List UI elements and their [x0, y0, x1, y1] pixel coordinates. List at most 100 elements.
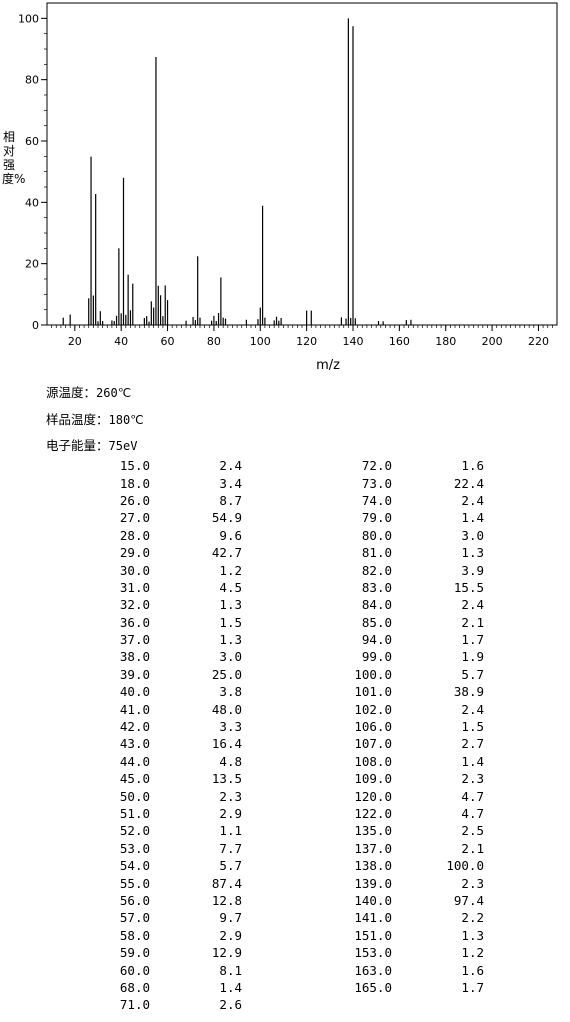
peak-mz: 79.0 — [361, 510, 392, 526]
peak-intensity: 2.4 — [461, 597, 484, 613]
peak-mz: 42.0 — [119, 719, 150, 735]
peak-mz: 71.0 — [119, 997, 150, 1013]
peak-intensity: 2.2 — [461, 910, 484, 926]
x-tick-label: 60 — [161, 335, 175, 348]
peak-mz: 99.0 — [361, 649, 392, 665]
electron-energy-label: 电子能量： — [46, 438, 109, 453]
peak-mz: 52.0 — [119, 823, 150, 839]
peak-intensity: 3.0 — [219, 649, 242, 665]
sample-temperature: 样品温度：180℃ — [46, 409, 144, 428]
x-tick-label: 20 — [68, 335, 82, 348]
peak-row: 109.0 2.3 — [350, 770, 484, 787]
peak-table-right: 72.0 1.6 73.0 22.4 74.0 2.4 79.0 1.4 80.0 3.0 81.0… — [350, 457, 484, 996]
peak-intensity: 1.4 — [461, 510, 484, 526]
peak-intensity: 1.4 — [219, 979, 242, 995]
peak-row: 57.0 9.7 — [110, 909, 242, 926]
peak-row: 85.0 2.1 — [350, 614, 484, 631]
x-tick-label: 160 — [389, 335, 410, 348]
peak-intensity: 4.8 — [219, 753, 242, 769]
peak-mz: 139.0 — [354, 875, 392, 891]
peak-row: 44.0 4.8 — [110, 753, 242, 770]
peak-intensity: 1.1 — [219, 823, 242, 839]
peak-row: 137.0 2.1 — [350, 840, 484, 857]
peak-mz: 18.0 — [119, 475, 150, 491]
peak-intensity: 22.4 — [453, 475, 484, 491]
peak-intensity: 4.5 — [219, 579, 242, 595]
peak-mz: 82.0 — [361, 562, 392, 578]
peak-row: 41.0 48.0 — [110, 700, 242, 717]
peak-mz: 138.0 — [354, 858, 392, 874]
peak-mz: 59.0 — [119, 945, 150, 961]
peak-mz: 100.0 — [354, 666, 392, 682]
peak-intensity: 1.3 — [461, 927, 484, 943]
peak-row: 71.0 2.6 — [110, 996, 242, 1013]
peak-row: 38.0 3.0 — [110, 648, 242, 665]
peak-row: 51.0 2.9 — [110, 805, 242, 822]
peak-row: 50.0 2.3 — [110, 787, 242, 804]
peak-intensity: 12.8 — [211, 892, 242, 908]
peak-mz: 37.0 — [119, 632, 150, 648]
peak-mz: 101.0 — [354, 684, 392, 700]
peak-row: 68.0 1.4 — [110, 979, 242, 996]
peak-intensity: 54.9 — [211, 510, 242, 526]
peak-row: 94.0 1.7 — [350, 631, 484, 648]
peak-mz: 56.0 — [119, 892, 150, 908]
peak-mz: 120.0 — [354, 788, 392, 804]
peak-intensity: 100.0 — [446, 858, 484, 874]
peak-mz: 163.0 — [354, 962, 392, 978]
peak-mz: 106.0 — [354, 719, 392, 735]
peak-mz: 29.0 — [119, 545, 150, 561]
peak-row: 108.0 1.4 — [350, 753, 484, 770]
peak-mz: 94.0 — [361, 632, 392, 648]
peak-row: 45.0 13.5 — [110, 770, 242, 787]
peak-mz: 41.0 — [119, 701, 150, 717]
peak-intensity: 2.4 — [461, 701, 484, 717]
x-tick-label: 120 — [296, 335, 317, 348]
peak-intensity: 1.2 — [219, 562, 242, 578]
peak-row: 99.0 1.9 — [350, 648, 484, 665]
peak-mz: 85.0 — [361, 614, 392, 630]
peak-mz: 54.0 — [119, 858, 150, 874]
peak-mz: 51.0 — [119, 806, 150, 821]
peak-mz: 68.0 — [119, 979, 150, 995]
peak-row: 120.0 4.7 — [350, 787, 484, 804]
electron-energy-value: 75eV — [108, 439, 138, 453]
peak-row: 135.0 2.5 — [350, 822, 484, 839]
peak-row: 82.0 3.9 — [350, 561, 484, 578]
peak-intensity: 1.4 — [461, 753, 484, 769]
peak-intensity: 2.3 — [461, 875, 484, 891]
peak-row: 18.0 3.4 — [110, 474, 242, 491]
sample-temperature-label: 样品温度： — [46, 412, 109, 427]
peak-mz: 57.0 — [119, 910, 150, 926]
peak-mz: 28.0 — [119, 527, 150, 543]
peak-row: 84.0 2.4 — [350, 596, 484, 613]
peak-row: 54.0 5.7 — [110, 857, 242, 874]
peak-mz: 153.0 — [354, 945, 392, 961]
peak-mz: 122.0 — [354, 806, 392, 821]
y-tick-label: 100 — [18, 12, 39, 25]
peak-mz: 27.0 — [119, 510, 150, 526]
peak-intensity: 48.0 — [211, 701, 242, 717]
y-tick-label: 80 — [25, 74, 39, 87]
peak-mz: 73.0 — [361, 475, 392, 491]
peak-mz: 39.0 — [119, 666, 150, 682]
peak-mz: 165.0 — [354, 979, 392, 995]
peak-row: 53.0 7.7 — [110, 840, 242, 857]
x-tick-label: 100 — [250, 335, 271, 348]
peak-row: 74.0 2.4 — [350, 492, 484, 509]
peak-row: 27.0 54.9 — [110, 509, 242, 526]
peak-row: 55.0 87.4 — [110, 874, 242, 891]
mass-spectrum-chart: 20 40 60 80 100 120 140 160 180 200 220 0 20 40 60 80 10… — [18, 2, 558, 373]
peak-mz: 32.0 — [119, 597, 150, 613]
peak-mz: 36.0 — [119, 614, 150, 630]
peak-mz: 109.0 — [354, 771, 392, 787]
peak-row: 138.0 100.0 — [350, 857, 484, 874]
peak-mz: 107.0 — [354, 736, 392, 752]
peak-intensity: 5.7 — [219, 858, 242, 874]
peak-row: 122.0 4.7 — [350, 805, 484, 822]
peak-mz: 26.0 — [119, 492, 150, 508]
peak-mz: 81.0 — [361, 545, 392, 561]
peak-mz: 58.0 — [119, 927, 150, 943]
x-axis-label: m/z — [316, 358, 340, 373]
peak-mz: 84.0 — [361, 597, 392, 613]
